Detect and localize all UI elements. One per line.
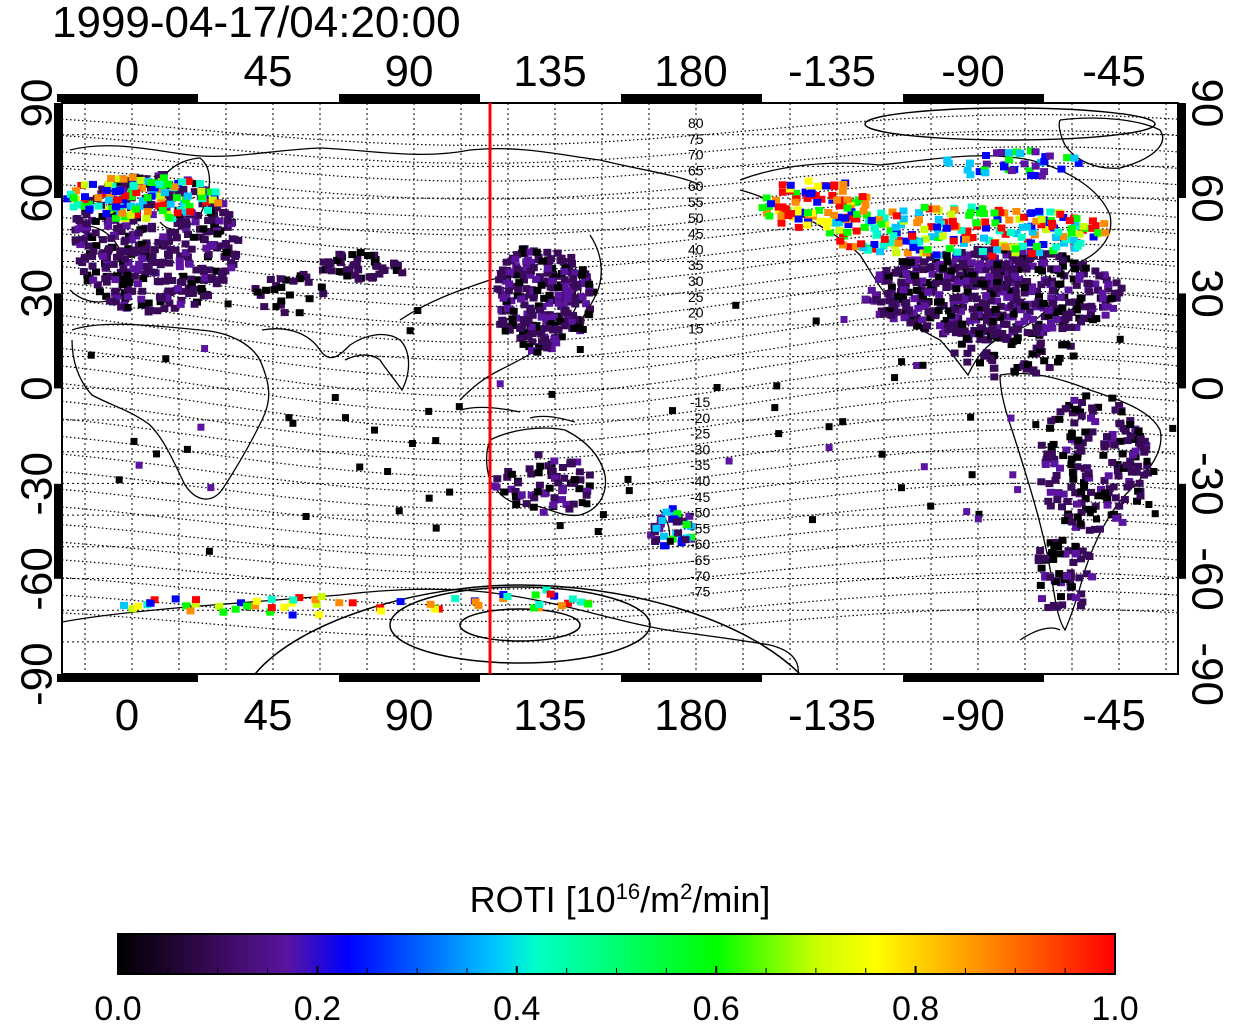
colorbar-title-exponent: 16	[615, 879, 641, 904]
top-lon-label: -135	[788, 47, 876, 96]
contour-label: 70	[688, 147, 704, 163]
contour-label: -30	[690, 441, 710, 457]
top-lon-label: 180	[654, 47, 727, 96]
right-lat-label: -90	[1182, 642, 1231, 706]
left-lat-label: -90	[13, 642, 62, 706]
colorbar-tick-label: 0.6	[693, 990, 740, 1024]
contour-label: 15	[688, 320, 704, 336]
contour-label: 30	[688, 273, 704, 289]
bottom-lon-label: -90	[941, 691, 1005, 740]
colorbar-tick-label: 0.2	[294, 990, 341, 1024]
top-lon-label: 45	[244, 47, 293, 96]
contour-label: 75	[688, 131, 704, 147]
left-lat-label: 90	[13, 79, 62, 128]
bottom-longitude-labels: 0 45 90 135 180 -135 -90 -45	[115, 691, 1146, 740]
colorbar-tick-labels: 0.0 0.2 0.4 0.6 0.8 1.0	[94, 966, 1139, 1024]
top-lon-label: -90	[941, 47, 1005, 96]
right-lat-label: 90	[1182, 79, 1231, 128]
right-lat-label: -30	[1182, 452, 1231, 516]
contour-label: -35	[690, 457, 710, 473]
magnetic-latitude-contours	[62, 114, 1178, 639]
colorbar-title-end: /min]	[692, 879, 771, 920]
contour-label: 40	[688, 241, 704, 257]
colorbar-title-unit: /m	[640, 879, 681, 920]
bottom-lon-label: 90	[385, 691, 434, 740]
contour-label: -20	[690, 410, 710, 426]
top-longitude-labels: 0 45 90 135 180 -135 -90 -45	[115, 47, 1146, 96]
contour-label: -70	[690, 568, 710, 584]
map-frame	[61, 102, 1179, 675]
contour-label: -25	[690, 426, 710, 442]
right-lat-label: -60	[1182, 547, 1231, 611]
colorbar-tick-label: 0.8	[892, 990, 939, 1024]
contour-label: 45	[688, 226, 704, 242]
contour-label: -15	[690, 394, 710, 410]
colorbar-tick-label: 0.4	[493, 990, 540, 1024]
colorbar-title: ROTI [1016/m2/min]	[0, 872, 1240, 920]
colorbar-tick-label: 1.0	[1091, 990, 1138, 1024]
bottom-lon-label: 135	[513, 691, 586, 740]
right-latitude-labels: 90 60 30 0 -30 -60 -90	[1182, 79, 1231, 706]
left-lat-label: 30	[13, 269, 62, 318]
contour-label: 80	[688, 115, 704, 131]
right-lat-label: 30	[1182, 269, 1231, 318]
left-lat-label: 60	[13, 174, 62, 223]
colorbar	[117, 933, 1116, 975]
bottom-lon-label: -45	[1082, 691, 1146, 740]
bottom-lon-label: 0	[115, 691, 139, 740]
right-lat-label: 60	[1182, 174, 1231, 223]
colorbar-title-square: 2	[680, 879, 693, 904]
left-lat-label: -30	[13, 452, 62, 516]
bottom-lon-label: 45	[244, 691, 293, 740]
contour-label: 55	[688, 194, 704, 210]
contour-label: 20	[688, 305, 704, 321]
bottom-lon-label: -135	[788, 691, 876, 740]
left-lat-label: 0	[13, 376, 62, 400]
top-lon-label: 0	[115, 47, 139, 96]
contour-label: 60	[688, 178, 704, 194]
right-lat-label: 0	[1182, 376, 1231, 400]
contour-label: -50	[690, 505, 710, 521]
contour-label: -75	[690, 584, 710, 600]
contour-label: -60	[690, 536, 710, 552]
contour-label: 25	[688, 289, 704, 305]
colorbar-tick-label: 0.0	[94, 990, 141, 1024]
roti-data-cells	[63, 147, 1177, 619]
top-lon-label: 135	[513, 47, 586, 96]
contour-label: 65	[688, 162, 704, 178]
contour-label: 50	[688, 210, 704, 226]
bottom-lon-label: 180	[654, 691, 727, 740]
left-latitude-labels: 90 60 30 0 -30 -60 -90	[13, 79, 62, 706]
contour-label: -45	[690, 489, 710, 505]
contour-label: 35	[688, 257, 704, 273]
contour-label: -65	[690, 552, 710, 568]
left-lat-label: -60	[13, 547, 62, 611]
colorbar-title-main: ROTI [10	[469, 879, 616, 920]
magnetic-pole-contours	[254, 107, 1156, 675]
contour-label: -40	[690, 473, 710, 489]
top-lon-label: -45	[1082, 47, 1146, 96]
map-title: 1999-04-17/04:20:00	[52, 0, 461, 47]
contour-label: -55	[690, 520, 710, 536]
top-lon-label: 90	[385, 47, 434, 96]
axis-tick-bars	[54, 94, 1186, 682]
